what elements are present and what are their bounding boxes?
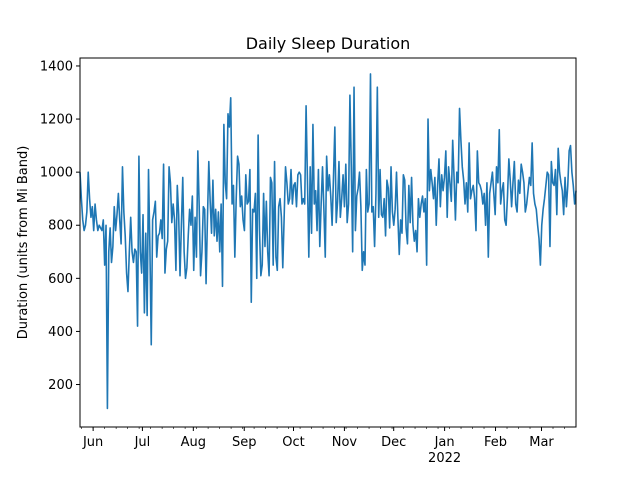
y-tick-label: 800 [48, 219, 73, 234]
y-tick-label: 1400 [40, 59, 73, 74]
y-axis-label: Duration (units from Mi Band) [16, 146, 31, 340]
y-tick-label: 1200 [40, 113, 73, 128]
sleep-duration-line [79, 73, 577, 410]
x-tick-label: Aug [181, 435, 206, 450]
x-tick-label: Jun [82, 435, 103, 450]
x-tick-label: Jul [134, 435, 151, 450]
x-tick-label: Nov [332, 435, 358, 450]
x-tick-label: Oct [282, 435, 304, 450]
plot-frame [79, 57, 577, 428]
y-axis-ticks: 200 400 600 800 1000 1200 1400 [40, 59, 80, 393]
plot-background [80, 58, 576, 427]
x-tick-sublabel: 2022 [428, 451, 461, 466]
chart-title: Daily Sleep Duration [246, 34, 411, 53]
x-tick-label: Jan [434, 435, 455, 450]
y-tick-label: 200 [48, 378, 73, 393]
y-tick-label: 400 [48, 325, 73, 340]
x-tick-label: Feb [484, 435, 507, 450]
y-tick-label: 1000 [40, 166, 73, 181]
x-tick-label: Sep [232, 435, 257, 450]
x-tick-label: Dec [381, 435, 406, 450]
y-tick-label: 600 [48, 272, 73, 287]
series-layer [79, 73, 577, 410]
x-tick-label: Mar [529, 435, 554, 450]
